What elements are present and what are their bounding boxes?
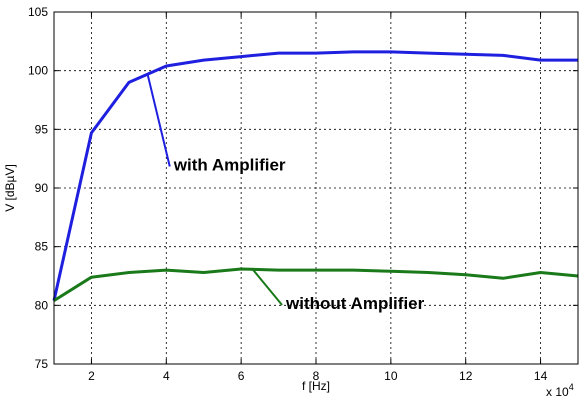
x-scale-base: x 10 — [546, 385, 569, 399]
y-axis-label: V [dBµV] — [3, 164, 17, 212]
y-tick-label: 95 — [35, 122, 49, 136]
x-axis-label: f [Hz] — [302, 379, 330, 393]
x-tick-label: 2 — [88, 369, 95, 383]
series-line-1 — [53, 267, 579, 302]
annotations: with Amplifier without Amplifier — [146, 73, 425, 313]
y-tick-label: 80 — [35, 298, 49, 312]
x-tick-label: 4 — [163, 369, 170, 383]
x-scale-exponent: 4 — [569, 382, 574, 392]
y-tick-label: 90 — [35, 181, 49, 195]
series-line-0 — [52, 50, 578, 301]
x-tick-label: 12 — [459, 369, 473, 383]
y-tick-label: 85 — [35, 240, 49, 254]
x-tick-label: 14 — [534, 369, 548, 383]
x-tick-label: 8 — [313, 369, 320, 383]
grid — [54, 12, 578, 364]
x-axis-ticks: 2 4 6 8 10 12 14 — [88, 12, 548, 383]
annotation-pointer — [146, 73, 171, 167]
annotation-label: with Amplifier — [173, 156, 286, 175]
series-lines — [52, 50, 579, 302]
y-tick-label: 75 — [35, 357, 49, 371]
y-axis-ticks: 75 80 85 90 95 100 105 — [28, 5, 578, 371]
annotation-label: without Amplifier — [285, 294, 425, 313]
x-tick-label: 6 — [238, 369, 245, 383]
x-tick-label: 10 — [384, 369, 398, 383]
y-tick-label: 105 — [28, 5, 48, 19]
y-tick-label: 100 — [28, 64, 48, 78]
annotation-pointer — [251, 268, 283, 306]
x-scale-multiplier: x 104 — [546, 382, 574, 399]
